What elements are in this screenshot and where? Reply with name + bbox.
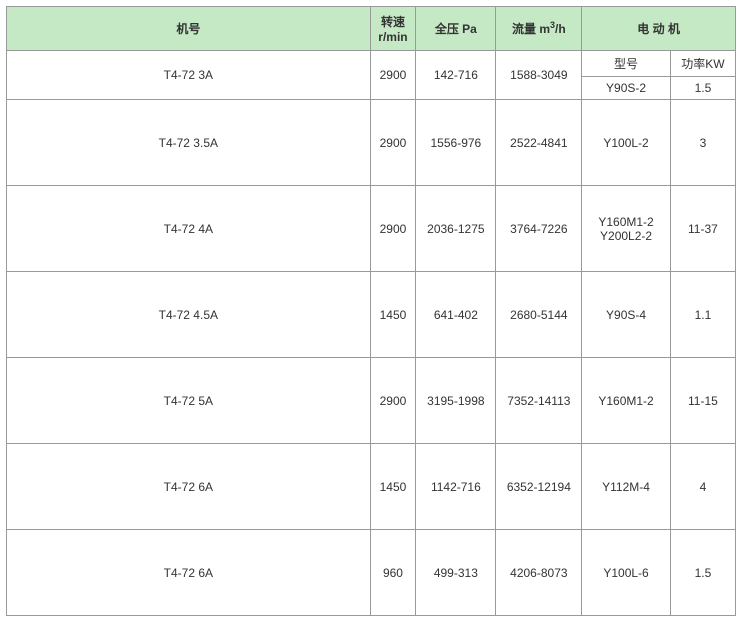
header-pressure: 全压 Pa xyxy=(416,7,496,51)
header-flow: 流量 m3/h xyxy=(496,7,582,51)
cell-model: Y160M1-2Y200L2-2 xyxy=(582,186,671,272)
cell-pressure: 2036-1275 xyxy=(416,186,496,272)
table-row: T4-72 6A14501142-7166352-12194Y112M-44 xyxy=(7,444,736,530)
header-row-1: 机号 转速r/min 全压 Pa 流量 m3/h 电 动 机 xyxy=(7,7,736,51)
cell-machine: T4-72 5A xyxy=(7,358,371,444)
cell-power: 3 xyxy=(670,100,735,186)
cell-flow: 2680-5144 xyxy=(496,272,582,358)
cell-flow: 1588-3049 xyxy=(496,51,582,100)
cell-power: 1.5 xyxy=(670,77,735,100)
cell-machine: T4-72 3.5A xyxy=(7,100,371,186)
cell-pressure: 1556-976 xyxy=(416,100,496,186)
header-motor: 电 动 机 xyxy=(582,7,736,51)
cell-flow: 4206-8073 xyxy=(496,530,582,616)
cell-power: 1.1 xyxy=(670,272,735,358)
cell-flow: 7352-14113 xyxy=(496,358,582,444)
cell-model: Y112M-4 xyxy=(582,444,671,530)
cell-speed: 1450 xyxy=(370,272,416,358)
cell-model: Y100L-2 xyxy=(582,100,671,186)
cell-speed: 960 xyxy=(370,530,416,616)
cell-power: 4 xyxy=(670,444,735,530)
cell-machine: T4-72 6A xyxy=(7,444,371,530)
table-row: T4-72 4A29002036-12753764-7226Y160M1-2Y2… xyxy=(7,186,736,272)
table-row: T4-72 4.5A1450641-4022680-5144Y90S-41.1 xyxy=(7,272,736,358)
cell-flow: 3764-7226 xyxy=(496,186,582,272)
cell-machine: T4-72 4A xyxy=(7,186,371,272)
cell-speed: 2900 xyxy=(370,358,416,444)
table-row: T4-72 5A29003195-19987352-14113Y160M1-21… xyxy=(7,358,736,444)
cell-flow: 6352-12194 xyxy=(496,444,582,530)
cell-flow: 2522-4841 xyxy=(496,100,582,186)
cell-model: Y160M1-2 xyxy=(582,358,671,444)
cell-machine: T4-72 4.5A xyxy=(7,272,371,358)
cell-power: 11-37 xyxy=(670,186,735,272)
table-row: T4-72 6A960499-3134206-8073Y100L-61.5 xyxy=(7,530,736,616)
cell-model: Y100L-6 xyxy=(582,530,671,616)
cell-speed: 1450 xyxy=(370,444,416,530)
table-body: T4-72 3A2900142-7161588-3049型号功率KWY90S-2… xyxy=(7,51,736,616)
table-row: T4-72 3A2900142-7161588-3049型号功率KW xyxy=(7,51,736,77)
cell-power: 1.5 xyxy=(670,530,735,616)
cell-machine: T4-72 6A xyxy=(7,530,371,616)
cell-speed: 2900 xyxy=(370,100,416,186)
cell-model: Y90S-2 xyxy=(582,77,671,100)
cell-pressure: 142-716 xyxy=(416,51,496,100)
header-model: 型号 xyxy=(582,51,671,77)
fan-spec-table: 机号 转速r/min 全压 Pa 流量 m3/h 电 动 机 T4-72 3A2… xyxy=(6,6,736,616)
cell-pressure: 1142-716 xyxy=(416,444,496,530)
cell-pressure: 3195-1998 xyxy=(416,358,496,444)
cell-machine: T4-72 3A xyxy=(7,51,371,100)
header-speed: 转速r/min xyxy=(370,7,416,51)
header-machine: 机号 xyxy=(7,7,371,51)
cell-pressure: 499-313 xyxy=(416,530,496,616)
table-row: T4-72 3.5A29001556-9762522-4841Y100L-23 xyxy=(7,100,736,186)
cell-speed: 2900 xyxy=(370,51,416,100)
cell-speed: 2900 xyxy=(370,186,416,272)
cell-pressure: 641-402 xyxy=(416,272,496,358)
header-power: 功率KW xyxy=(670,51,735,77)
flow-prefix: 流量 m xyxy=(512,22,550,36)
cell-power: 11-15 xyxy=(670,358,735,444)
cell-model: Y90S-4 xyxy=(582,272,671,358)
flow-suffix: /h xyxy=(555,22,566,36)
